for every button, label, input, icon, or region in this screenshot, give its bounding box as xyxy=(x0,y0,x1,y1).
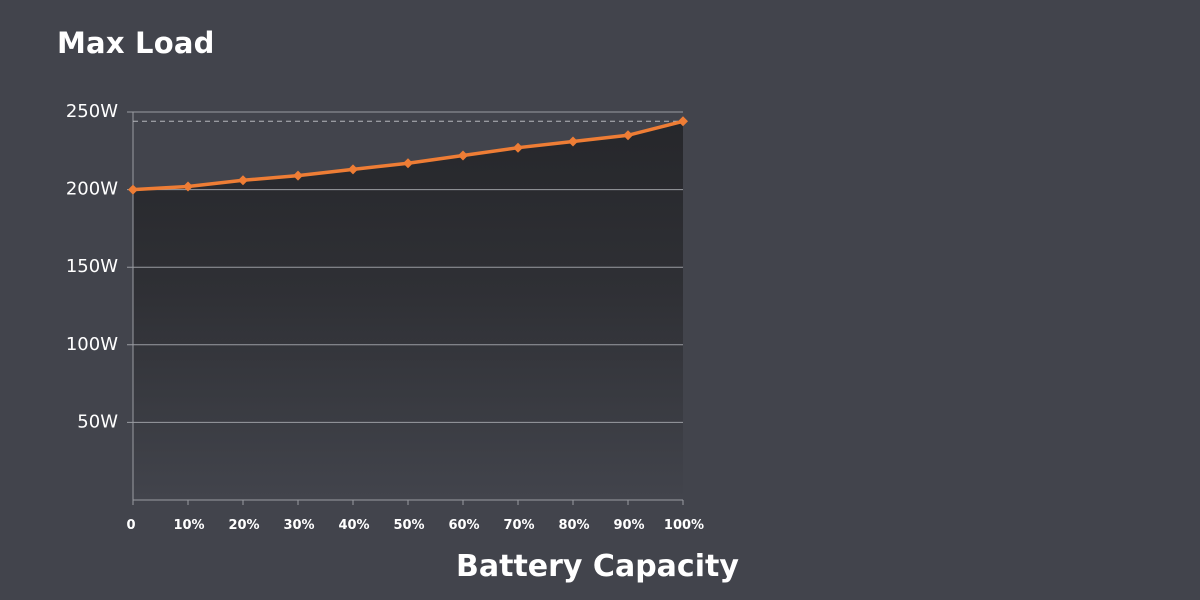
x-tick-label-9: 90% xyxy=(613,518,644,533)
chart-title: Max Load xyxy=(57,26,215,60)
data-point-6 xyxy=(458,150,468,161)
x-tick-label-3: 30% xyxy=(283,518,314,533)
x-axis-title: Battery Capacity xyxy=(456,549,739,584)
y-tick-label-150: 150W xyxy=(66,256,118,277)
x-tick-label-10: 100% xyxy=(664,518,704,533)
x-tick-label-7: 70% xyxy=(503,518,534,533)
data-point-0 xyxy=(128,184,138,195)
data-point-4 xyxy=(348,164,358,175)
x-tick-label-6: 60% xyxy=(448,518,479,533)
data-point-2 xyxy=(238,175,248,186)
y-tick-label-200: 200W xyxy=(66,179,118,200)
x-tick-label-4: 40% xyxy=(338,518,369,533)
x-tick-label-8: 80% xyxy=(558,518,589,533)
data-point-9 xyxy=(623,130,633,141)
x-tick-label-5: 50% xyxy=(393,518,424,533)
data-point-5 xyxy=(403,158,413,169)
data-point-10 xyxy=(678,116,688,127)
data-point-1 xyxy=(183,181,193,192)
y-tick-label-100: 100W xyxy=(66,334,118,355)
series-area xyxy=(133,121,683,500)
y-tick-label-50: 50W xyxy=(77,411,118,432)
data-point-7 xyxy=(513,142,523,153)
data-point-8 xyxy=(568,136,578,147)
y-tick-label-250: 250W xyxy=(66,101,118,122)
x-tick-label-1: 10% xyxy=(173,518,204,533)
data-point-3 xyxy=(293,170,303,181)
x-tick-label-0: 0 xyxy=(126,518,135,533)
x-tick-label-2: 20% xyxy=(228,518,259,533)
